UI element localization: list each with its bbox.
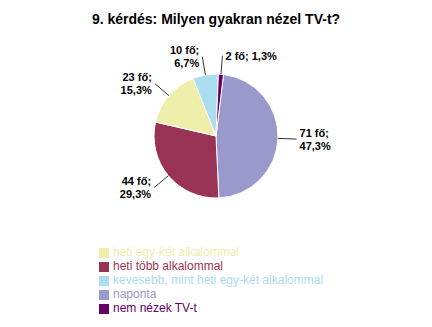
html-text:heti több alkalommal: heti több alkalommal (113, 259, 223, 273)
html-text:heti egy-két alkalommal: heti egy-két alkalommal (113, 245, 239, 259)
svg-text:71 fő;47,3%: 71 fő;47,3% (300, 127, 331, 152)
html-text:nem nézek TV-t: nem nézek TV-t (113, 301, 197, 315)
svg-text:10 fő;6,7%: 10 fő;6,7% (170, 44, 200, 69)
svg-text:44 fő;29,3%: 44 fő;29,3% (120, 175, 151, 200)
html-text:kevesebb, mint heti egy-két al: kevesebb, mint heti egy-két alkalommal (113, 273, 323, 287)
html-text:naponta: naponta (113, 287, 157, 301)
svg-text:2 fő; 1,3%: 2 fő; 1,3% (225, 50, 277, 62)
svg-text:23 fő;15,3%: 23 fő;15,3% (121, 71, 152, 96)
html-text:9. kérdés: Milyen gyakran néze: 9. kérdés: Milyen gyakran nézel TV-t? (91, 11, 341, 27)
